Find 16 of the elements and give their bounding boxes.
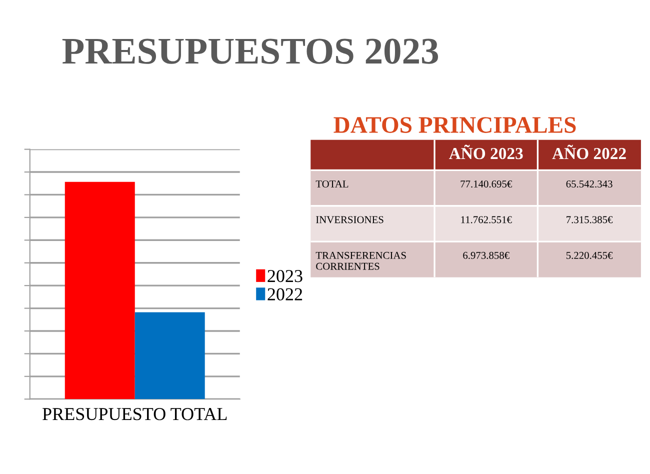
data-label: 6.973.858€ [463, 252, 510, 259]
legend-label: 2022 [268, 288, 302, 300]
data-label: 77.140.695€ [460, 180, 512, 188]
category-label: INVERSIONES [316, 216, 384, 224]
data-label: 7.315.385€ [566, 216, 613, 224]
category-label: TRANSFERENCIAS CORRIENTES [316, 252, 406, 270]
text: DATOS PRINCIPALES [334, 117, 576, 133]
legend-label: 2023 [268, 270, 302, 282]
data-label: 11.762.551€ [461, 216, 512, 224]
data-label: 65.542.343 [566, 180, 612, 188]
series-label: AÑO 2023 [449, 144, 523, 160]
series-label: AÑO 2022 [552, 144, 626, 160]
data-label: 5.220.455€ [566, 252, 613, 259]
x-tick-label: PRESUPUESTO TOTAL [42, 408, 227, 420]
chart-title: PRESUPUESTOS 2023 [62, 38, 438, 64]
category-label: TOTAL [316, 180, 348, 188]
